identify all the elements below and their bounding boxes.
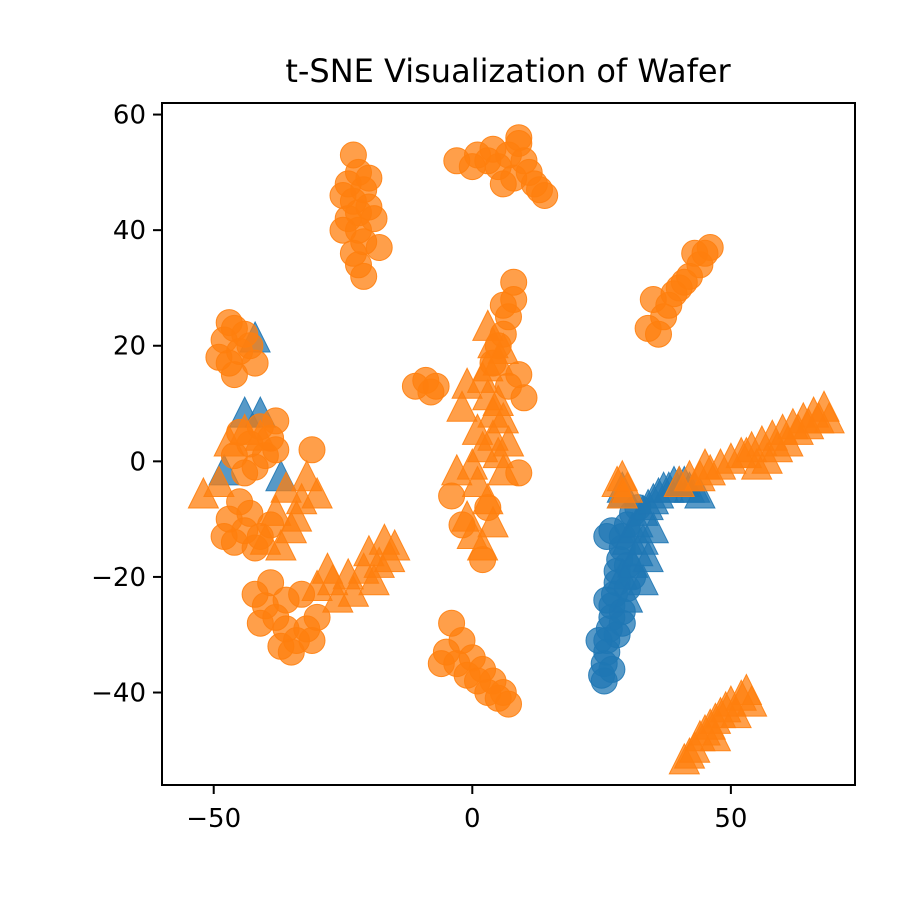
scatter-point	[262, 407, 290, 435]
scatter-point	[479, 135, 507, 163]
x-tick-label: −50	[186, 804, 241, 834]
y-tick-label: 0	[129, 447, 146, 477]
scatter-point	[241, 349, 269, 377]
y-tick-label: −40	[91, 679, 146, 709]
scatter-point	[298, 436, 326, 464]
scatter-point	[368, 523, 401, 555]
scatter-point	[585, 627, 613, 654]
scatter-point	[358, 563, 390, 596]
scatter-point	[265, 528, 297, 561]
scatter-point	[280, 499, 313, 532]
scatter-point	[673, 736, 706, 769]
scatter-point	[440, 453, 473, 486]
y-tick-label: −20	[91, 563, 146, 593]
scatter-point	[298, 627, 326, 654]
scatter-point	[735, 684, 768, 717]
scatter-point	[244, 419, 277, 451]
x-tick-label: 0	[464, 804, 481, 834]
scatter-point	[632, 540, 664, 573]
scatter-point	[438, 482, 466, 510]
scatter-point	[489, 170, 517, 198]
scatter-point	[257, 569, 285, 597]
scatter-point	[471, 349, 504, 382]
scatter-point	[329, 182, 357, 209]
x-tick-label: 50	[714, 804, 747, 834]
scatter-point	[277, 638, 305, 666]
scatter-point	[203, 465, 235, 497]
scatter-point	[813, 401, 845, 434]
scatter-point	[246, 609, 274, 637]
scatter-point	[627, 563, 659, 596]
scatter-point	[345, 199, 372, 227]
scatter-point	[611, 580, 644, 613]
scatter-point	[451, 367, 483, 399]
scatter-point	[427, 650, 455, 678]
scatter-point	[301, 476, 333, 509]
x-axis: −50 0 50	[186, 785, 747, 834]
scatter-point	[215, 309, 243, 337]
scatter-point	[670, 268, 698, 296]
scatter-point	[272, 586, 300, 614]
chart-title: t-SNE Visualization of Wafer	[285, 52, 731, 90]
scatter-point	[350, 262, 378, 290]
y-tick-label: 40	[113, 216, 146, 246]
plot-frame	[161, 102, 856, 786]
scatter-point	[311, 552, 344, 584]
scatter-point	[608, 609, 636, 637]
y-axis: −40 −20 0 20 40 60	[91, 101, 162, 709]
scatter-point	[477, 505, 509, 538]
scatter-point	[492, 424, 525, 457]
scatter-point	[365, 234, 393, 261]
scatter-point	[634, 314, 662, 342]
scatter-point	[487, 401, 520, 434]
scatter-point	[489, 679, 517, 706]
scatter-point	[466, 528, 499, 561]
y-tick-label: 20	[113, 332, 146, 362]
scatter-point	[329, 216, 357, 244]
scatter-point	[598, 655, 626, 683]
y-tick-label: 60	[113, 101, 146, 131]
scatter-point	[639, 286, 667, 313]
scatter-point	[531, 182, 559, 209]
scatter-point	[505, 124, 533, 152]
scatter-point	[699, 719, 732, 752]
scatter-point	[730, 436, 763, 469]
scatter-point	[417, 378, 445, 406]
scatter-point	[487, 332, 520, 364]
scatter-point	[681, 239, 709, 267]
scatter-point	[637, 511, 670, 544]
scatter-point	[220, 361, 248, 389]
scatter-point	[489, 291, 517, 319]
scatter-point	[205, 343, 233, 371]
scatter-point	[663, 465, 696, 497]
points-layer	[187, 124, 845, 775]
scatter-point	[689, 447, 721, 480]
scatter-point	[471, 482, 504, 515]
scatter-point	[446, 390, 478, 422]
scatter-point	[606, 459, 639, 492]
scatter-point	[259, 494, 292, 526]
scatter-point	[487, 453, 520, 486]
scatter-point	[458, 644, 486, 672]
scatter-point	[355, 164, 383, 192]
